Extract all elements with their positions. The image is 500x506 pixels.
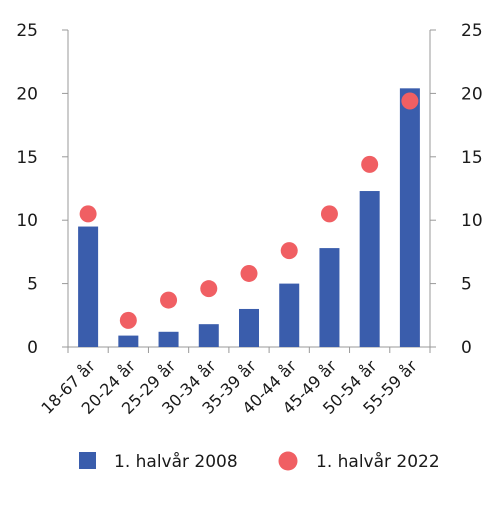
bar (198, 324, 219, 347)
bar (239, 308, 259, 347)
y-tick-label-right: 10 (461, 211, 483, 231)
bar (118, 335, 139, 347)
legend-label-2008: 1. halvår 2008 (114, 451, 238, 472)
bar (158, 331, 179, 347)
bar (279, 283, 300, 347)
y-tick-label-right: 5 (461, 275, 472, 295)
y-tick-label-left: 25 (16, 21, 38, 41)
axes (62, 29, 436, 353)
dot (401, 92, 419, 110)
y-tick-label-right: 25 (461, 21, 483, 41)
dot (200, 280, 218, 298)
y-tick-label-right: 15 (461, 148, 483, 168)
y-tick-label-left: 0 (27, 338, 38, 358)
bar (359, 191, 380, 347)
dot (280, 242, 298, 260)
dot (240, 264, 258, 282)
y-tick-label-left: 15 (16, 148, 38, 168)
dot (119, 311, 137, 329)
legend-swatch-bar (79, 452, 96, 469)
legend-label-2022: 1. halvår 2022 (316, 451, 440, 472)
y-tick-label-left: 20 (16, 84, 38, 104)
dot (361, 155, 379, 173)
legend-swatch-dot (278, 451, 298, 471)
bar (399, 88, 420, 347)
dot-series (79, 92, 419, 329)
legend: 1. halvår 2008 1. halvår 2022 (79, 451, 440, 472)
dot (320, 205, 338, 223)
y-tick-label-right: 20 (461, 84, 483, 104)
dot (79, 205, 97, 223)
bar (319, 248, 340, 347)
dot (160, 291, 178, 309)
y-tick-label-left: 10 (16, 211, 38, 231)
y-tick-label-right: 0 (461, 338, 472, 358)
bar-series (78, 88, 420, 347)
y-tick-label-left: 5 (27, 275, 38, 295)
y-tick-labels: 0 0 5 5 10 10 15 15 20 20 25 25 (16, 21, 482, 358)
bar (78, 226, 99, 347)
